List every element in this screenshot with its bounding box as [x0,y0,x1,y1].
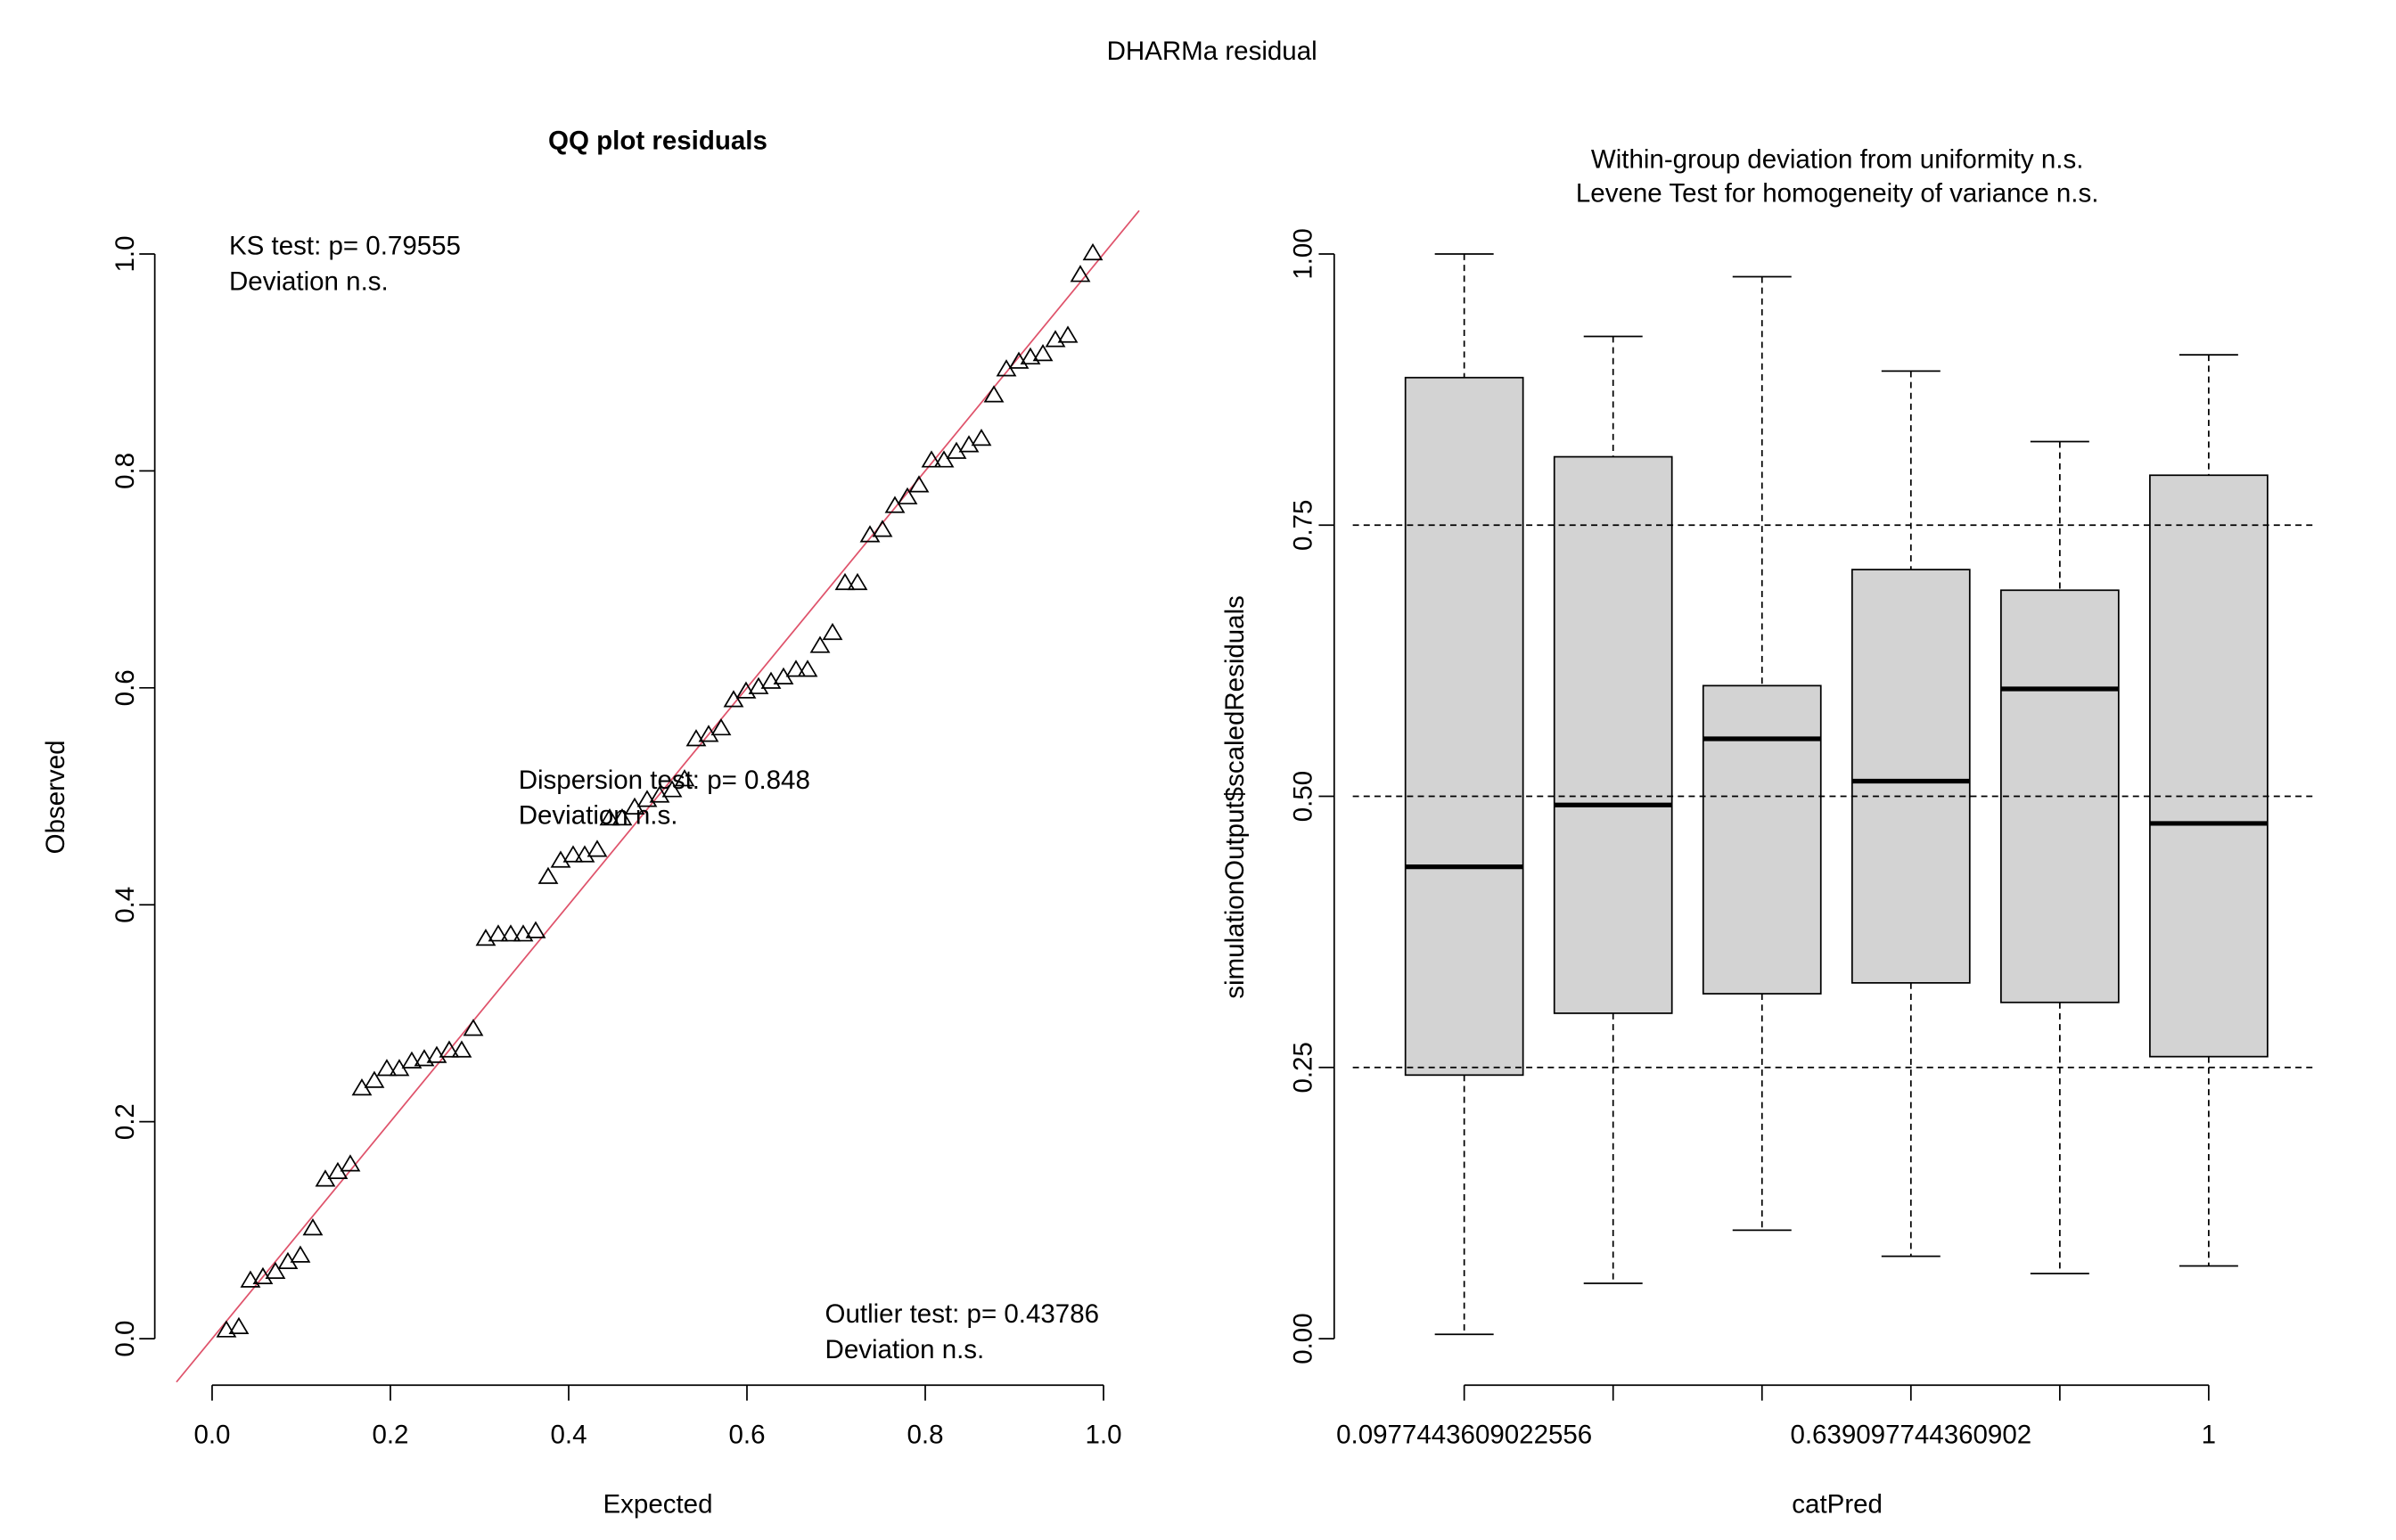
point [401,1051,423,1069]
annotation: Outlier test: p= 0.43786 [825,1299,1100,1329]
point [1082,242,1104,261]
point [537,866,559,884]
annotation: KS test: p= 0.79555 [229,232,461,261]
point [562,845,584,863]
point [525,921,546,938]
point [674,769,695,787]
point [240,1270,261,1288]
y-axis-label: Observed [41,740,70,854]
y-tick-label: 0.4 [111,887,140,923]
x-tick-label: 0.4 [550,1420,587,1449]
point [735,681,757,699]
point [302,1218,324,1236]
point [340,1154,361,1172]
y-tick-label: 0.00 [1289,1313,1318,1364]
point [364,1070,385,1088]
y-tick-label: 0.75 [1289,500,1318,551]
x-tick-label: 1.0 [1086,1420,1122,1449]
point [513,924,534,942]
point [971,428,992,446]
point [908,475,930,493]
point [1057,325,1079,343]
point [809,635,831,653]
x-tick-label: 0.2 [372,1420,408,1449]
chart-title: Within-group deviation from uniformity n… [1591,145,2084,175]
y-tick-label: 0.6 [111,669,140,706]
point [983,385,1005,403]
x-tick-label: 0.8 [907,1420,943,1449]
point [500,924,521,942]
y-axis-label: simulationOutput$scaledResiduals [1220,595,1250,999]
y-tick-label: 1.00 [1289,228,1318,279]
point [1032,344,1054,362]
point [834,572,856,591]
box [1850,569,1971,984]
figure-title: DHARMa residual [1107,37,1317,66]
point [216,1320,237,1338]
x-axis-label: Expected [603,1489,712,1519]
point [475,929,496,946]
box [1553,455,1673,1014]
box [1404,376,1524,1077]
x-tick-label: 0.6 [728,1420,765,1449]
y-tick-label: 1.0 [111,235,140,272]
y-tick-label: 0.25 [1289,1042,1318,1093]
point [847,572,868,591]
point [611,807,633,826]
annotation: Deviation n.s. [229,267,389,297]
x-tick-label: 0.0977443609022556 [1336,1420,1592,1449]
point [685,729,707,747]
point [290,1245,311,1263]
point [897,487,918,504]
x-tick-label: 0.639097744360902 [1790,1420,2031,1449]
box [1702,684,1822,995]
point [414,1049,435,1067]
point [723,690,744,708]
point [1070,265,1091,283]
point [760,671,782,689]
point [636,790,658,807]
point [872,520,893,537]
annotation: Dispersion test: p= 0.848 [519,766,810,795]
x-axis-label: catPred [1792,1489,1883,1519]
point [661,780,683,798]
point [1020,347,1041,365]
point [451,1040,472,1058]
point [785,659,807,677]
point [921,450,942,468]
box [2149,474,2269,1058]
point [822,622,843,641]
chart-title: Levene Test for homogeneity of variance … [1576,179,2099,209]
point [933,450,955,468]
point [265,1261,286,1279]
chart-title: QQ plot residuals [548,127,767,156]
x-tick-label: 0.0 [193,1420,230,1449]
x-tick-label: 1 [2202,1420,2216,1449]
point [439,1040,460,1058]
point [488,924,509,942]
point [1045,330,1066,348]
point [710,717,732,736]
point [884,496,906,513]
point [228,1316,250,1335]
point [797,659,818,677]
annotation: Deviation n.s. [519,801,678,831]
point [587,840,608,857]
point [463,1019,484,1036]
y-tick-label: 0.8 [111,453,140,489]
annotation: Deviation n.s. [825,1335,985,1364]
y-tick-label: 0.2 [111,1103,140,1140]
point [376,1059,398,1077]
y-tick-label: 0.50 [1289,771,1318,822]
point [599,807,620,826]
y-tick-label: 0.0 [111,1321,140,1357]
reference-line [176,209,1140,1383]
